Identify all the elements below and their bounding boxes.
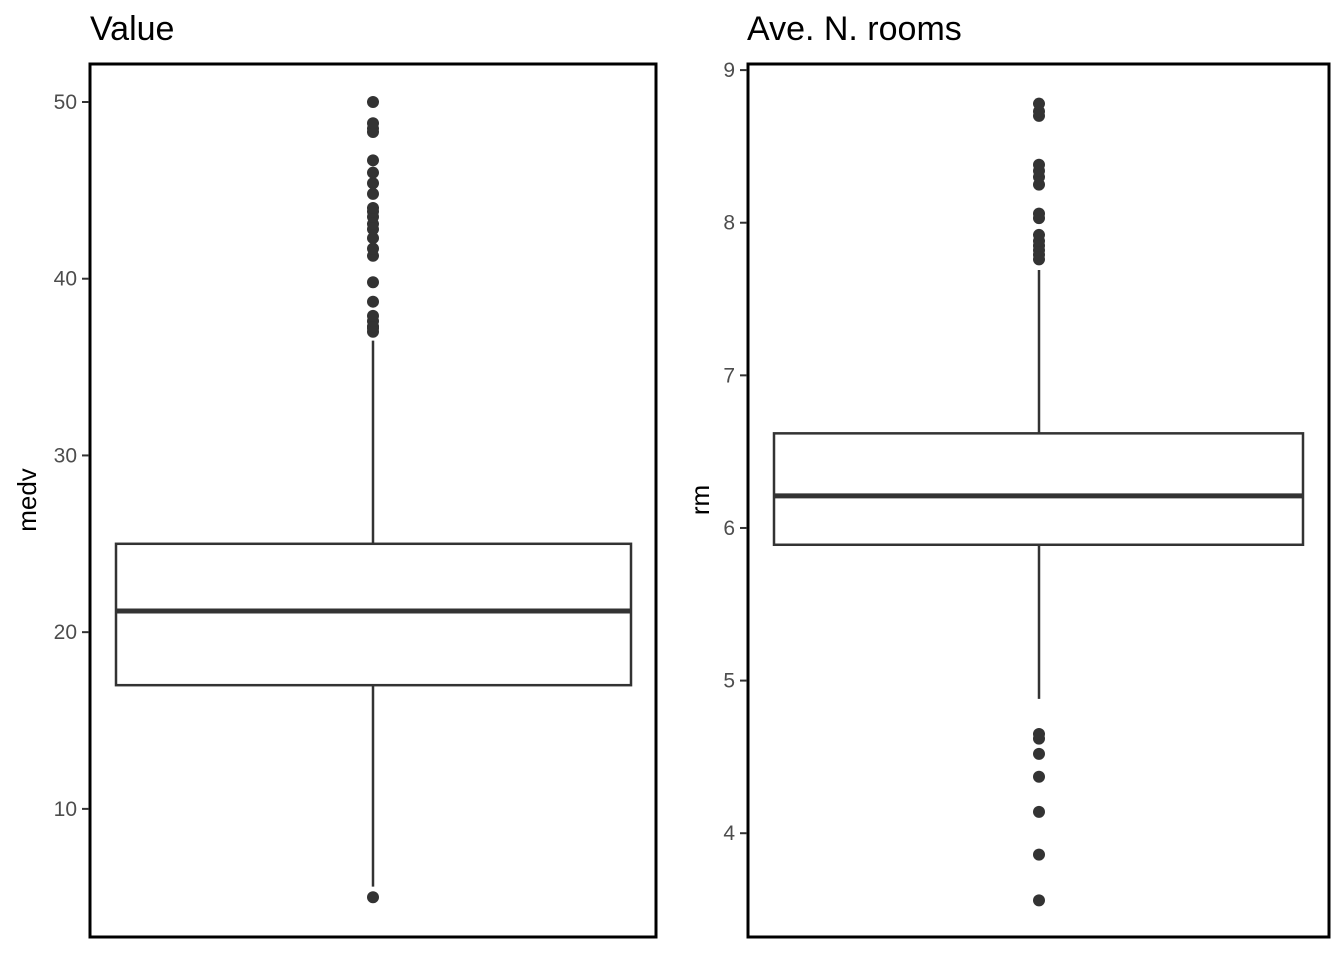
outlier-point: [1033, 747, 1045, 760]
y-axis-label: rm: [685, 485, 715, 515]
y-tick-label: 50: [54, 91, 77, 114]
outlier-point: [367, 187, 379, 200]
panel-frame: [88, 62, 658, 939]
panel-value: Value medv 10 20 30 40 50: [12, 10, 658, 939]
plot-area: 4 5 6 7 8 9: [723, 59, 1305, 907]
plot-area: 10 20 30 40 50: [54, 91, 633, 904]
outlier-point: [1033, 848, 1045, 861]
outlier-point: [367, 154, 379, 167]
outlier-point: [1033, 805, 1045, 818]
outlier-point: [367, 166, 379, 179]
y-tick-label: 20: [54, 621, 77, 644]
outlier-point: [367, 95, 379, 108]
outlier-point: [367, 232, 379, 245]
y-tick-label: 9: [723, 59, 735, 82]
outlier-point: [367, 177, 379, 190]
iqr-box: [772, 432, 1305, 547]
panel-title: Value: [90, 10, 174, 48]
y-tick-label: 10: [54, 798, 77, 821]
outlier-point: [1033, 158, 1045, 171]
y-tick-label: 40: [54, 268, 77, 291]
panel-rooms: Ave. N. rooms rm 4 5 6 7 8 9: [685, 10, 1331, 939]
outlier-point: [1033, 97, 1045, 110]
outlier-point: [1033, 728, 1045, 741]
panel-frame: [746, 62, 1331, 939]
outlier-point: [367, 117, 379, 130]
y-tick-label: 7: [723, 364, 735, 387]
outlier-point: [1033, 228, 1045, 241]
y-tick-label: 30: [54, 444, 77, 467]
iqr-box: [114, 542, 633, 687]
outlier-point: [367, 276, 379, 289]
outlier-point: [1033, 207, 1045, 220]
y-tick-label: 5: [723, 670, 735, 693]
y-axis-label: medv: [12, 468, 42, 532]
outlier-point: [367, 309, 379, 322]
outlier-point: [367, 242, 379, 255]
y-tick-label: 8: [723, 212, 735, 235]
outlier-point: [1033, 894, 1045, 907]
y-tick-label: 4: [723, 822, 735, 845]
outlier-point: [1033, 770, 1045, 783]
panel-title: Ave. N. rooms: [747, 10, 962, 48]
outlier-point: [367, 202, 379, 215]
outlier-point: [367, 891, 379, 904]
y-tick-label: 6: [723, 517, 735, 540]
outlier-point: [367, 295, 379, 308]
